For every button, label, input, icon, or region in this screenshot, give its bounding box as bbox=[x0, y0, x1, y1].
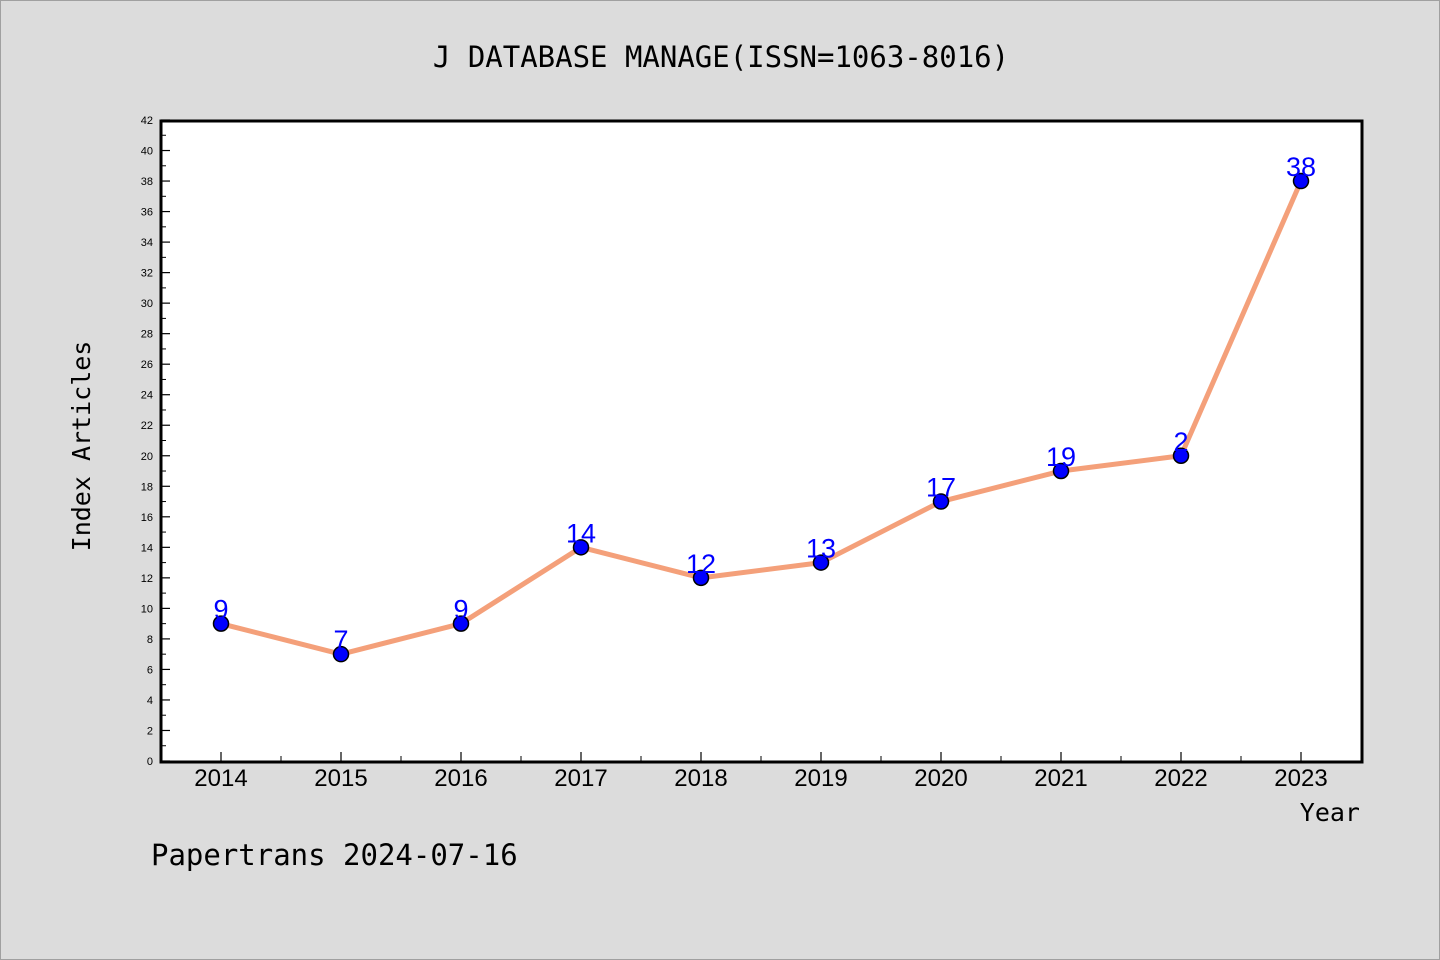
data-point-label: 38 bbox=[1286, 152, 1316, 182]
data-point-label: 2 bbox=[1173, 427, 1188, 457]
plot-frame bbox=[159, 119, 1364, 764]
data-markers bbox=[212, 172, 1310, 663]
data-point-label: 7 bbox=[333, 625, 348, 655]
x-tick-label: 2017 bbox=[554, 765, 607, 792]
y-tick-label: 16 bbox=[141, 512, 153, 524]
y-tick-label: 18 bbox=[141, 481, 153, 493]
y-tick-label: 14 bbox=[141, 542, 153, 554]
x-tick-label: 2023 bbox=[1274, 765, 1327, 792]
series-line bbox=[218, 178, 1304, 657]
data-point-marker bbox=[692, 569, 710, 587]
data-point-marker bbox=[332, 645, 350, 663]
y-tick-label: 40 bbox=[141, 146, 153, 158]
y-tick-label: 28 bbox=[141, 329, 153, 341]
y-tick-label: 10 bbox=[141, 603, 153, 615]
x-tick-label: 2018 bbox=[674, 765, 727, 792]
y-axis-label: Index Articles bbox=[67, 341, 96, 552]
x-tick-label: 2020 bbox=[914, 765, 967, 792]
y-tick-label: 2 bbox=[147, 725, 153, 737]
data-point-label: 13 bbox=[806, 534, 836, 564]
data-point-marker bbox=[1172, 447, 1190, 465]
y-tick-label: 32 bbox=[141, 268, 153, 280]
y-tick-label: 36 bbox=[141, 207, 153, 219]
data-point-label: 19 bbox=[1046, 442, 1076, 472]
data-point-marker bbox=[572, 539, 590, 556]
x-axis-label: Year bbox=[1300, 798, 1360, 827]
x-tick-label: 2021 bbox=[1034, 765, 1087, 792]
y-tick-label: 38 bbox=[141, 176, 153, 188]
x-tick-label: 2022 bbox=[1154, 765, 1207, 792]
y-tick-label: 24 bbox=[141, 390, 153, 402]
y-tick-label: 20 bbox=[141, 451, 153, 463]
data-point-marker bbox=[932, 493, 950, 510]
y-tick-label: 22 bbox=[141, 420, 153, 432]
data-point-marker bbox=[212, 615, 230, 632]
x-tick-label: 2014 bbox=[194, 765, 247, 792]
data-labels: 9 7 9 14 12 13 17 19 2 38 bbox=[213, 152, 1316, 655]
footer-text: Papertrans 2024-07-16 bbox=[151, 838, 518, 872]
x-tick-label: 2016 bbox=[434, 765, 487, 792]
data-point-label: 12 bbox=[686, 549, 716, 579]
y-tick-label: 42 bbox=[141, 115, 153, 127]
data-point-marker bbox=[452, 615, 470, 632]
plot-area bbox=[161, 121, 1362, 762]
y-tick-label: 8 bbox=[147, 634, 153, 646]
data-point-label: 9 bbox=[213, 595, 228, 625]
y-tick-label: 34 bbox=[141, 237, 153, 249]
data-point-marker bbox=[1292, 172, 1310, 190]
y-tick-label: 30 bbox=[141, 298, 153, 310]
y-tick-label: 26 bbox=[141, 359, 153, 371]
chart-title: J DATABASE MANAGE(ISSN=1063-8016) bbox=[433, 40, 1009, 74]
data-point-marker bbox=[812, 554, 830, 571]
x-axis-ticks: 2014 2015 2016 2017 2018 2019 2020 2021 2022 2023 bbox=[194, 752, 1328, 792]
y-tick-label: 0 bbox=[147, 756, 153, 768]
data-point-label: 17 bbox=[926, 473, 956, 503]
x-tick-label: 2015 bbox=[314, 765, 367, 792]
data-point-label: 9 bbox=[453, 595, 468, 625]
y-tick-label: 6 bbox=[147, 664, 153, 676]
y-tick-label: 12 bbox=[141, 573, 153, 585]
x-tick-label: 2019 bbox=[794, 765, 847, 792]
data-point-marker bbox=[1052, 462, 1070, 480]
data-point-label: 14 bbox=[566, 518, 596, 548]
y-tick-label: 4 bbox=[147, 695, 153, 707]
